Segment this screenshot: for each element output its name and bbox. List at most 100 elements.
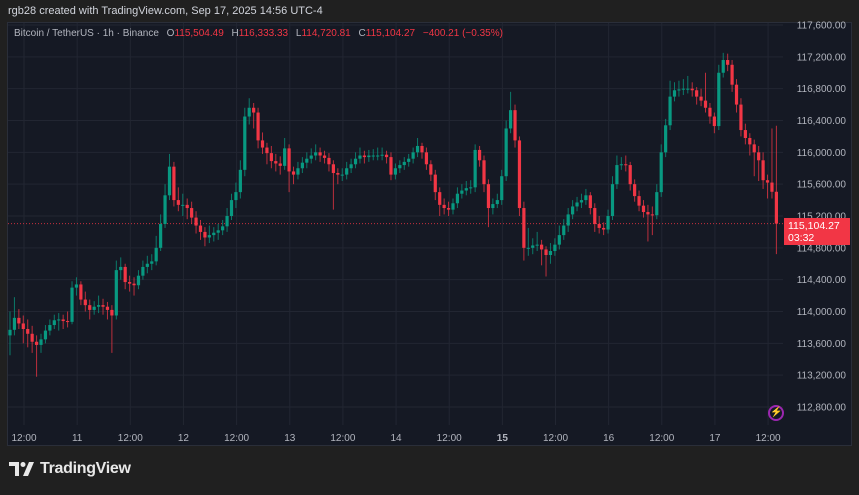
candle-up bbox=[70, 281, 74, 325]
candle-body bbox=[433, 174, 437, 193]
candle-up bbox=[469, 180, 473, 194]
candle-body bbox=[132, 283, 136, 286]
candle-up bbox=[553, 238, 557, 256]
candle-up bbox=[415, 138, 420, 158]
candle-body bbox=[615, 165, 619, 185]
candle-body bbox=[265, 147, 269, 154]
candle-body bbox=[726, 60, 730, 65]
candle-down bbox=[646, 204, 650, 242]
candle-body bbox=[163, 195, 167, 224]
candle-up bbox=[579, 193, 584, 209]
candle-down bbox=[194, 211, 198, 234]
candle-body bbox=[216, 230, 220, 233]
candle-up bbox=[52, 314, 56, 330]
candle-body bbox=[52, 320, 56, 326]
candle-up bbox=[243, 107, 247, 177]
candle-up bbox=[57, 313, 61, 331]
candle-up bbox=[531, 238, 535, 255]
candle-body bbox=[17, 317, 21, 324]
candle-body bbox=[442, 204, 446, 209]
candle-up bbox=[504, 120, 508, 181]
time-tick-label: 16 bbox=[603, 433, 615, 444]
candle-down bbox=[438, 187, 442, 216]
time-tick-label: 15 bbox=[497, 433, 509, 444]
candle-body bbox=[500, 176, 504, 201]
candle-down bbox=[588, 192, 592, 215]
price-tick-label: 116,800.00 bbox=[797, 84, 847, 95]
candle-down bbox=[765, 174, 770, 199]
candle-body bbox=[646, 212, 650, 215]
candle-body bbox=[83, 299, 87, 306]
tradingview-logo-icon bbox=[9, 462, 34, 476]
candle-body bbox=[708, 107, 712, 117]
grid bbox=[8, 23, 783, 425]
candle-body bbox=[119, 266, 123, 271]
candle-body bbox=[743, 130, 747, 139]
candle-down bbox=[522, 201, 526, 261]
candle-down bbox=[30, 325, 34, 353]
candle-up bbox=[566, 208, 570, 232]
candle-body bbox=[402, 161, 406, 166]
candle-body bbox=[229, 200, 234, 216]
candle-up bbox=[340, 168, 344, 181]
candle-body bbox=[411, 152, 415, 159]
candle-up bbox=[380, 147, 384, 161]
candle-body bbox=[686, 88, 690, 90]
candle-body bbox=[65, 321, 70, 323]
candle-body bbox=[544, 249, 548, 255]
candle-body bbox=[619, 164, 623, 166]
candle-body bbox=[70, 287, 74, 322]
candle-body bbox=[203, 231, 207, 238]
symbol-legend: Bitcoin / TetherUS · 1h · Binance O115,5… bbox=[14, 28, 503, 39]
candle-up bbox=[145, 255, 149, 274]
candle-down bbox=[734, 79, 739, 113]
candle-down bbox=[128, 275, 132, 292]
candle-down bbox=[21, 315, 25, 344]
candle-down bbox=[712, 112, 716, 134]
close-label: C bbox=[358, 28, 366, 39]
candle-up bbox=[451, 198, 455, 215]
candle-up bbox=[8, 311, 12, 356]
candle-up bbox=[610, 176, 615, 220]
candle-body bbox=[451, 203, 455, 210]
candle-down bbox=[260, 132, 265, 154]
candle-up bbox=[225, 208, 229, 232]
candle-up bbox=[212, 227, 216, 242]
candle-up bbox=[48, 319, 52, 336]
candle-up bbox=[39, 333, 43, 353]
candle-body bbox=[730, 64, 734, 85]
candle-body bbox=[331, 164, 335, 174]
candle-down bbox=[517, 136, 522, 216]
candle-countdown: 03:32 bbox=[788, 232, 815, 244]
candle-body bbox=[420, 145, 424, 153]
candle-body bbox=[172, 166, 176, 201]
lightning-icon[interactable]: ⚡ bbox=[768, 405, 784, 421]
candle-body bbox=[283, 148, 287, 166]
candle-up bbox=[659, 144, 663, 197]
candle-body bbox=[305, 158, 309, 163]
candle-down bbox=[79, 281, 83, 306]
candle-body bbox=[256, 112, 260, 141]
candle-up bbox=[584, 188, 588, 205]
candle-body bbox=[8, 329, 12, 336]
time-tick-label: 12:00 bbox=[756, 433, 781, 444]
candle-body bbox=[252, 107, 256, 113]
candle-body bbox=[212, 232, 216, 236]
chart-credit: rgb28 created with TradingView.com, Sep … bbox=[8, 5, 323, 17]
candle-body bbox=[176, 200, 180, 205]
candle-body bbox=[566, 214, 570, 226]
candle-down bbox=[730, 60, 734, 92]
candle-body bbox=[757, 152, 761, 161]
candle-up bbox=[615, 155, 619, 189]
candle-body bbox=[641, 205, 646, 213]
candle-up bbox=[353, 152, 358, 169]
price-tick-label: 114,800.00 bbox=[797, 243, 847, 254]
candle-up bbox=[491, 198, 495, 215]
candle-body bbox=[384, 154, 389, 158]
candle-down bbox=[748, 133, 752, 156]
candle-body bbox=[398, 165, 402, 169]
candle-body bbox=[309, 155, 313, 159]
candle-body bbox=[371, 155, 375, 157]
candle-body bbox=[185, 204, 189, 209]
